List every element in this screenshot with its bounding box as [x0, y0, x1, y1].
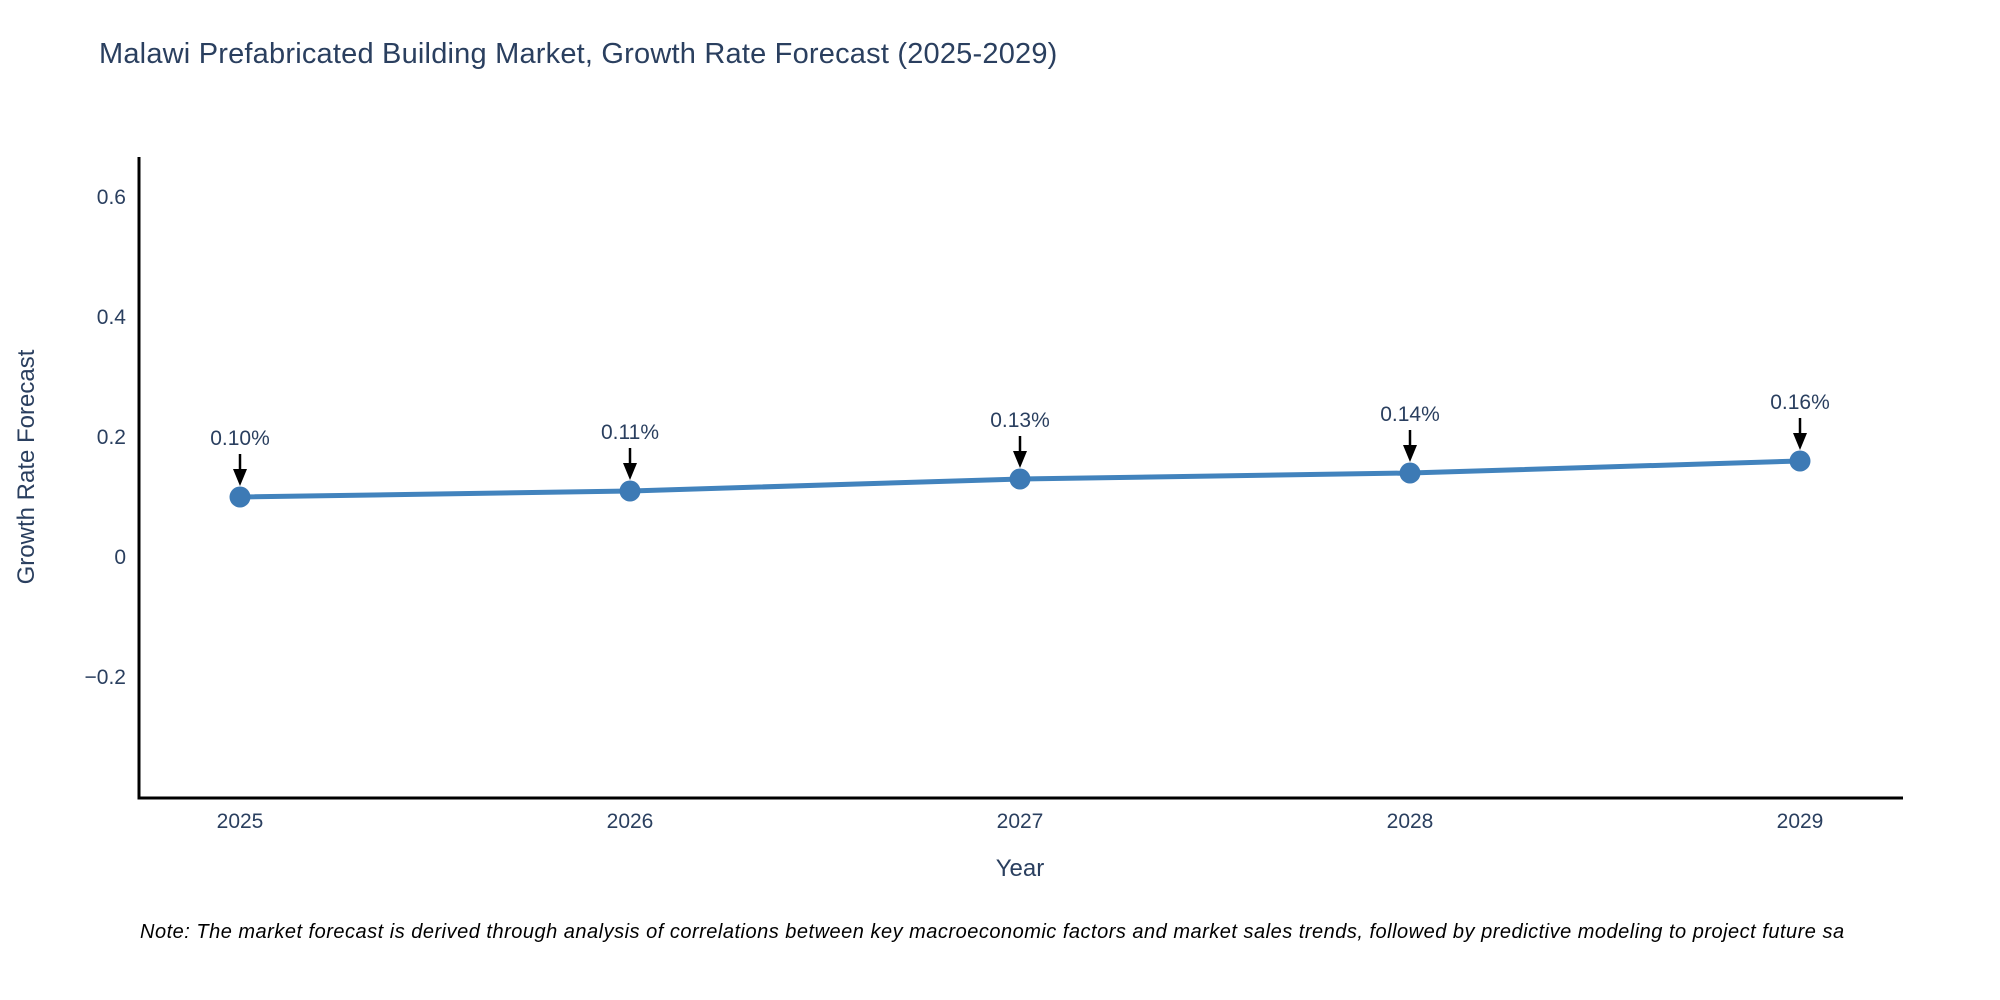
chart-title: Malawi Prefabricated Building Market, Gr…	[99, 38, 1058, 70]
annotation-arrow-head	[623, 463, 637, 480]
point-annotation-label: 0.13%	[990, 409, 1050, 432]
data-point-marker	[1789, 450, 1811, 472]
point-annotation-label: 0.16%	[1770, 391, 1830, 414]
data-point-marker	[229, 486, 251, 508]
y-axis-title: Growth Rate Forecast	[13, 349, 40, 585]
annotation-arrow-head	[1013, 451, 1027, 468]
annotation-arrow-head	[1793, 433, 1807, 450]
data-point-marker	[1009, 468, 1031, 490]
point-annotation-label: 0.14%	[1380, 403, 1440, 426]
x-tick-label: 2026	[607, 810, 654, 833]
x-axis-title: Year	[995, 855, 1045, 882]
annotation-arrow-head	[1403, 445, 1417, 462]
x-tick-label: 2028	[1387, 810, 1434, 833]
footnote: Note: The market forecast is derived thr…	[140, 921, 1845, 943]
y-tick-label: −0.2	[85, 666, 126, 689]
y-tick-label: 0.6	[97, 186, 126, 209]
x-tick-label: 2027	[997, 810, 1044, 833]
y-tick-label: 0.4	[97, 306, 127, 329]
point-annotation-label: 0.10%	[210, 427, 270, 450]
point-annotation-label: 0.11%	[601, 421, 659, 444]
data-point-marker	[619, 480, 641, 502]
y-tick-label: 0.2	[97, 426, 126, 449]
annotation-arrow-head	[233, 469, 247, 486]
data-point-marker	[1399, 462, 1421, 484]
x-tick-label: 2029	[1777, 810, 1824, 833]
y-tick-label: 0	[114, 546, 126, 569]
x-tick-label: 2025	[217, 810, 264, 833]
